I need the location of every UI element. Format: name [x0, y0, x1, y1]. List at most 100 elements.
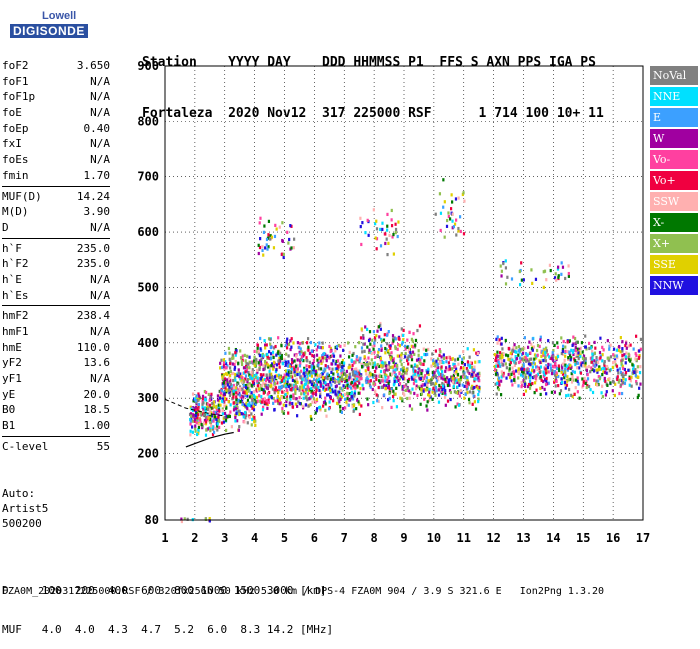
echo-point	[392, 232, 395, 237]
echo-point	[476, 377, 479, 381]
echo-point	[296, 367, 299, 371]
param-label: hmE	[2, 340, 22, 354]
echo-point	[279, 380, 282, 385]
echo-point	[575, 354, 578, 358]
echo-point	[272, 346, 276, 350]
echo-point	[586, 373, 589, 377]
echo-point	[434, 374, 437, 379]
echo-point	[541, 385, 544, 390]
echo-point	[329, 354, 332, 359]
echo-point	[259, 347, 262, 351]
echo-point	[236, 390, 239, 394]
echo-point	[351, 386, 354, 391]
echo-point	[521, 351, 525, 355]
echo-point	[248, 401, 251, 405]
echo-point	[386, 252, 389, 257]
echo-point	[466, 381, 469, 385]
echo-point	[567, 387, 571, 392]
echo-point	[402, 333, 405, 338]
echo-point	[518, 356, 522, 360]
echo-point	[259, 336, 262, 341]
echo-point	[590, 360, 593, 364]
echo-point	[387, 384, 391, 388]
echo-point	[248, 373, 251, 377]
echo-point	[448, 365, 451, 369]
echo-point	[191, 430, 194, 434]
echo-point	[205, 390, 208, 395]
echo-point	[574, 362, 577, 367]
echo-point	[441, 391, 444, 395]
param-separator	[2, 185, 110, 187]
echo-point	[296, 358, 299, 362]
echo-point	[563, 380, 567, 385]
param-label: MUF(D)	[2, 189, 42, 203]
echo-point	[627, 356, 630, 360]
echo-point	[383, 373, 386, 377]
echo-point	[258, 362, 261, 367]
echo-point	[422, 347, 425, 351]
echo-point	[461, 383, 464, 387]
echo-point	[354, 379, 357, 384]
x-tick-label: 12	[486, 531, 500, 545]
echo-point	[353, 392, 356, 396]
echo-point	[240, 411, 243, 416]
echo-point	[247, 387, 250, 391]
echo-point	[441, 373, 444, 377]
echo-point	[634, 368, 637, 372]
echo-point	[287, 342, 291, 347]
echo-point	[301, 384, 304, 388]
echo-point	[454, 367, 458, 371]
echo-point	[282, 411, 285, 415]
echo-point	[237, 368, 240, 372]
echo-point	[361, 221, 364, 225]
echo-point	[502, 351, 505, 356]
echo-point	[204, 433, 208, 437]
echo-point	[584, 361, 587, 365]
echo-point	[234, 400, 237, 405]
echo-point	[622, 377, 625, 381]
echo-point	[398, 371, 401, 376]
echo-point	[375, 219, 378, 223]
echo-point	[375, 377, 378, 382]
echo-point	[247, 362, 250, 366]
echo-point	[203, 389, 206, 394]
echo-point	[253, 390, 256, 394]
echo-point	[218, 425, 221, 429]
echo-point	[567, 378, 570, 382]
echo-point	[274, 344, 277, 349]
echo-point	[224, 365, 227, 370]
echo-point	[262, 367, 265, 372]
echo-point	[398, 344, 401, 348]
echo-point	[551, 364, 555, 369]
echo-point	[229, 382, 232, 386]
echo-point	[520, 369, 524, 374]
echo-point	[410, 344, 413, 348]
echo-point	[445, 360, 448, 364]
echo-point	[201, 397, 204, 401]
echo-point	[324, 402, 327, 406]
echo-point	[424, 388, 427, 392]
echo-point	[241, 387, 244, 391]
echo-point	[348, 372, 352, 376]
echo-point	[353, 394, 356, 398]
echo-point	[576, 347, 579, 351]
echo-point	[373, 363, 376, 368]
echo-point	[347, 355, 351, 359]
echo-point	[259, 237, 262, 241]
echo-point	[613, 358, 617, 362]
echo-point	[473, 373, 476, 377]
echo-point	[553, 380, 556, 384]
echo-point	[298, 345, 301, 350]
echo-point	[244, 385, 248, 390]
echo-point	[354, 386, 357, 390]
echo-point	[534, 376, 537, 380]
echo-point	[608, 377, 611, 381]
echo-point	[249, 360, 253, 365]
echo-point	[596, 383, 599, 387]
echo-point	[358, 375, 361, 379]
echo-point	[326, 365, 329, 369]
param-value: 18.5	[83, 403, 111, 417]
echo-point	[543, 269, 547, 273]
echo-point	[389, 365, 392, 370]
echo-point	[371, 373, 374, 377]
